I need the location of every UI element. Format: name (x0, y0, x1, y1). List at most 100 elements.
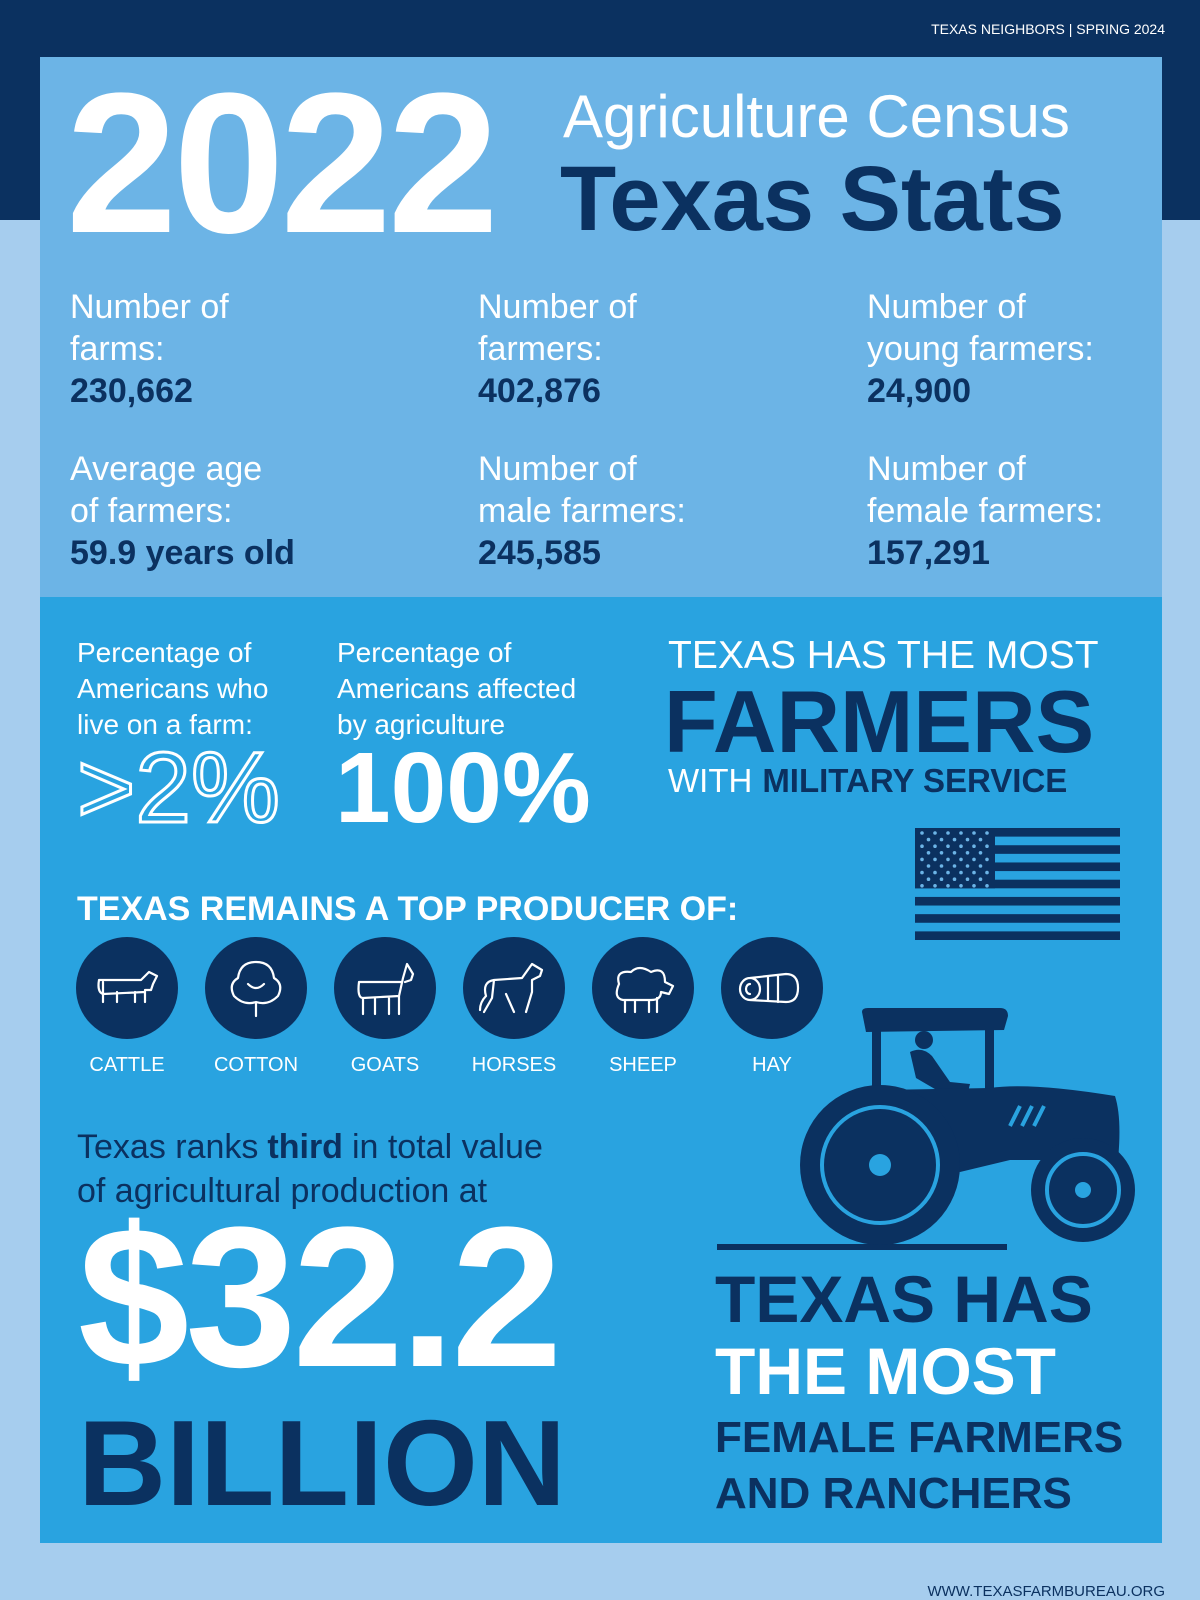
flag-star (985, 857, 989, 862)
flag-star (933, 884, 937, 888)
tractor-part (910, 1049, 970, 1092)
ranking-line1: Texas ranks third in total value (77, 1128, 543, 1166)
flag-star (939, 877, 944, 881)
flag-star (920, 884, 924, 888)
flag-star (985, 870, 989, 875)
flag-stripe (915, 845, 1120, 854)
producer-icon-bg (721, 937, 823, 1039)
female-line: THE MOST (715, 1334, 1056, 1408)
producer-label: CATTLE (89, 1054, 164, 1076)
stat-value: 157,291 (867, 534, 990, 572)
stat-value: 230,662 (70, 372, 193, 410)
tractor-wheel-ring (1045, 1152, 1121, 1228)
ranking-text: in total value (352, 1128, 543, 1166)
producer-icon (357, 962, 415, 1016)
stat-label: male farmers: (478, 492, 686, 530)
flag-star (959, 857, 963, 862)
flag-star (985, 831, 989, 835)
flag-star (920, 844, 924, 848)
flag-star (946, 870, 950, 875)
stat-value: 24,900 (867, 372, 971, 410)
producer-label: GOATS (351, 1054, 420, 1076)
flag-stripe (915, 828, 1120, 837)
producer-label: HORSES (472, 1054, 556, 1076)
flag-star (920, 857, 924, 862)
flag-star (972, 884, 976, 888)
producer-icon (738, 972, 800, 1004)
producer-icon (478, 962, 544, 1014)
flag-star (952, 864, 957, 868)
stat-value: 59.9 years old (70, 534, 295, 572)
title-line1: Agriculture Census (563, 83, 1070, 150)
issue-label: TEXAS NEIGHBORS | SPRING 2024 (931, 21, 1165, 37)
tractor-wheel-ring (820, 1105, 940, 1225)
percent-label: live on a farm: (77, 709, 253, 740)
flag-stripe (915, 914, 1120, 923)
percent-label: by agriculture (337, 709, 505, 740)
flag-star (933, 831, 937, 835)
producer-icon (97, 970, 159, 1004)
stat-value: 402,876 (478, 372, 601, 410)
stats-panel (40, 57, 1162, 597)
flag-star (985, 884, 989, 888)
producer-label: HAY (752, 1054, 792, 1076)
military-line3: WITH MILITARY SERVICE (668, 762, 1067, 799)
flag-star (985, 844, 989, 848)
flag-star (965, 877, 970, 881)
producer-icon-bg (334, 937, 436, 1039)
flag-star (978, 864, 983, 868)
flag-star (926, 851, 931, 855)
producer-icon-bg (463, 937, 565, 1039)
stat-label: Number of (478, 288, 637, 326)
flag-star (939, 851, 944, 855)
percent-label: Percentage of (337, 637, 512, 668)
flag-star (972, 870, 976, 875)
stat-label: of farmers: (70, 492, 232, 530)
ranking-emphasis: third (267, 1128, 343, 1166)
flag-stripe (915, 931, 1120, 940)
flag-star (926, 877, 931, 881)
flag-star (959, 884, 963, 888)
title-year: 2022 (66, 52, 495, 275)
flag-star (952, 851, 957, 855)
producer-icon (615, 966, 675, 1014)
flag-star (946, 844, 950, 848)
tractor-vent (1020, 1105, 1034, 1127)
stat-label: young farmers: (867, 330, 1094, 368)
stat-label: Number of (70, 288, 229, 326)
flag-star (933, 870, 937, 875)
stat-label: farmers: (478, 330, 603, 368)
title-line2: Texas Stats (560, 148, 1065, 250)
flag-star (933, 844, 937, 848)
flag-star (939, 837, 944, 842)
tractor-hub (1075, 1182, 1091, 1198)
stat-label: farms: (70, 330, 164, 368)
flag-star (978, 837, 983, 842)
flag-star (978, 877, 983, 881)
percent-value: >2% (77, 732, 280, 844)
flag-stripe (915, 896, 1120, 906)
producers-heading: TEXAS REMAINS A TOP PRODUCER OF: (77, 890, 738, 928)
tractor-part (915, 1031, 933, 1049)
flag-stripe (915, 862, 1120, 872)
flag-star (939, 864, 944, 868)
ranking-amount: $32.2 (78, 1186, 559, 1409)
flag-star (926, 864, 931, 868)
footer-url: WWW.TEXASFARMBUREAU.ORG (927, 1583, 1165, 1600)
producer-icon-bg (592, 937, 694, 1039)
flag-star (952, 837, 957, 842)
ranking-line2: of agricultural production at (77, 1172, 488, 1210)
facts-panel (40, 597, 1162, 1543)
tractor-vent (1032, 1105, 1046, 1127)
stat-label: Number of (478, 450, 637, 488)
tractor-part (717, 1244, 1007, 1250)
flag-star (972, 857, 976, 862)
flag-star (920, 870, 924, 875)
percent-label: Americans affected (337, 673, 576, 704)
military-line1: TEXAS HAS THE MOST (668, 634, 1099, 677)
producer-icon-bg (76, 937, 178, 1039)
flag-star (972, 831, 976, 835)
female-line: FEMALE FARMERS (715, 1413, 1123, 1462)
stat-label: Average age (70, 450, 262, 488)
